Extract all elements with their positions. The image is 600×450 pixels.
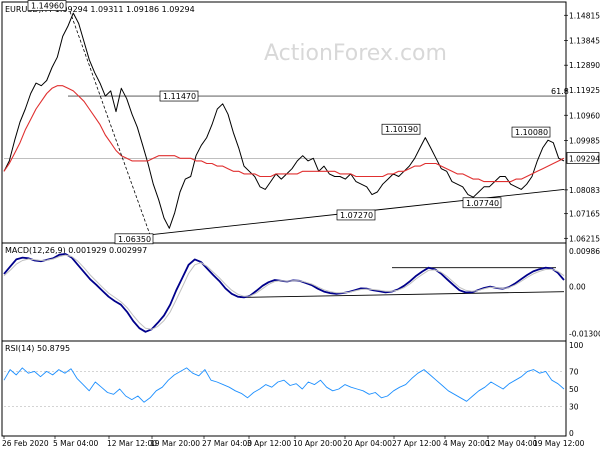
axes: 1.14815 1.13845 1.12890 1.11925 1.10960 1.099…	[2, 11, 600, 448]
rsi-y-tick-label: 0	[569, 429, 574, 438]
rsi-plot	[3, 367, 565, 407]
decline-dashed-line	[69, 11, 151, 235]
x-tick-label: 12 Mar 12:00	[107, 439, 157, 448]
y-tick-label: 1.09985	[569, 137, 600, 146]
x-tick-label: 20 Apr 04:00	[343, 439, 392, 448]
rsi-panel-title: RSI(14) 50.8795	[5, 344, 70, 353]
annotation-box	[336, 209, 376, 221]
price-panel-title: EURUSD,H4 1.09294 1.09311 1.09186 1.0929…	[5, 5, 195, 14]
macd-plot	[3, 253, 565, 333]
y-tick-label: 1.06215	[569, 234, 600, 243]
y-tick-label: 1.11925	[569, 86, 600, 95]
y-tick-label: 1.13845	[569, 36, 600, 45]
y-tick-label: 1.07165	[569, 210, 600, 219]
y-tick-label: 1.12890	[569, 61, 600, 70]
y-tick-label: 1.08083	[569, 186, 600, 195]
x-tick-label: 26 Feb 2020	[2, 439, 49, 448]
rsi-y-tick-label: 70	[569, 367, 579, 376]
fib-level-label: 61.8	[551, 87, 569, 96]
rsi-y-tick-label: 50	[569, 385, 579, 394]
y-tick-label: 1.10960	[569, 111, 600, 120]
macd-panel-frame	[1, 242, 567, 342]
x-tick-label: 5 Mar 04:00	[53, 439, 99, 448]
macd-y-tick-label: 0.009862	[569, 247, 600, 256]
annotation-label: 1.06350	[118, 235, 151, 244]
annotation-label: 1.11470	[163, 92, 196, 101]
macd-panel-title: MACD(12,26,9) 0.001929 0.002997	[5, 246, 147, 255]
annotation-label: 1.14960	[31, 2, 64, 11]
x-tick-label: 4 May 20:00	[443, 439, 490, 448]
annotation-box	[462, 197, 502, 209]
annotation-box	[159, 90, 199, 102]
macd-support-line	[239, 291, 565, 298]
current-price-tag	[566, 152, 600, 164]
rsi-panel-frame	[1, 340, 567, 437]
annotation-label: 1.10080	[515, 128, 548, 137]
annotation-box	[381, 123, 421, 135]
x-tick-label: 10 Apr 20:00	[293, 439, 342, 448]
price-series-0	[3, 12, 565, 229]
watermark: ActionForex.com	[264, 41, 447, 66]
macd-series-1	[3, 254, 565, 330]
annotation-box	[511, 126, 551, 138]
rsi-series-0	[3, 367, 565, 403]
annotation-label: 1.10190	[385, 125, 418, 134]
macd-y-tick-label: -0.013002	[569, 330, 600, 339]
annotation-label: 1.07270	[340, 211, 373, 220]
y-tick-label: 1.14815	[569, 11, 600, 20]
x-tick-label: 27 Mar 04:00	[202, 439, 252, 448]
price-series-1	[3, 85, 565, 183]
price-plot: 61.8 1.14960 1.11470 1.10190 1.10080 1.06350 1…	[3, 0, 569, 245]
current-price-label: 1.09294	[569, 154, 600, 163]
x-tick-label: 27 Apr 12:00	[392, 439, 441, 448]
x-tick-label: 19 Mar 20:00	[150, 439, 200, 448]
rsi-y-tick-label: 100	[569, 341, 584, 350]
annotation-box	[114, 233, 154, 245]
x-tick-label: 3 Apr 12:00	[247, 439, 291, 448]
x-tick-label: 19 May 12:00	[533, 439, 585, 448]
x-tick-label: 12 May 04:00	[486, 439, 538, 448]
annotation-box	[27, 0, 67, 11]
annotation-label: 1.07740	[466, 199, 499, 208]
rsi-y-tick-label: 30	[569, 403, 579, 412]
macd-y-tick-label: 0.00	[569, 283, 586, 292]
